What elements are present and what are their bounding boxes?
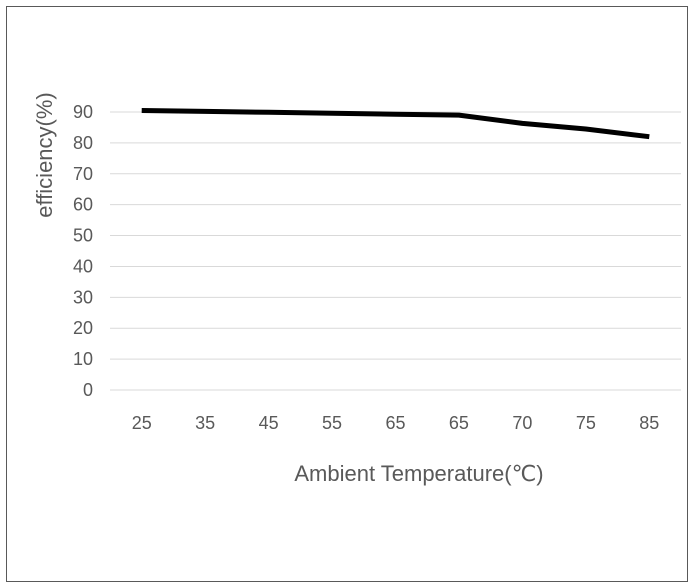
y-tick-label: 50 <box>73 226 93 246</box>
y-tick-label: 80 <box>73 133 93 153</box>
x-tick-label: 55 <box>322 413 342 433</box>
y-tick-label: 60 <box>73 195 93 215</box>
x-axis-title: Ambient Temperature(℃) <box>294 461 543 486</box>
series-line-0 <box>141 108 650 140</box>
y-tick-label: 20 <box>73 318 93 338</box>
x-tick-label: 45 <box>259 413 279 433</box>
y-tick-label: 0 <box>83 380 93 400</box>
x-tick-label: 25 <box>132 413 152 433</box>
y-axis-title: efficiency(%) <box>32 92 57 218</box>
chart-frame <box>6 6 688 582</box>
y-tick-label: 90 <box>73 102 93 122</box>
x-tick-label: 65 <box>385 413 405 433</box>
x-tick-label: 35 <box>195 413 215 433</box>
y-axis-tick-labels: 0 10 20 30 40 50 60 70 80 90 <box>73 102 93 400</box>
y-tick-label: 70 <box>73 164 93 184</box>
series-layer <box>141 108 650 140</box>
x-tick-label: 75 <box>576 413 596 433</box>
gridlines <box>110 111 681 391</box>
y-tick-label: 10 <box>73 349 93 369</box>
x-axis-tick-labels: 25 35 45 55 65 65 70 75 85 <box>132 413 660 433</box>
y-tick-label: 30 <box>73 287 93 307</box>
x-tick-label: 85 <box>639 413 659 433</box>
y-tick-label: 40 <box>73 256 93 276</box>
x-tick-label: 70 <box>512 413 532 433</box>
x-tick-label: 65 <box>449 413 469 433</box>
